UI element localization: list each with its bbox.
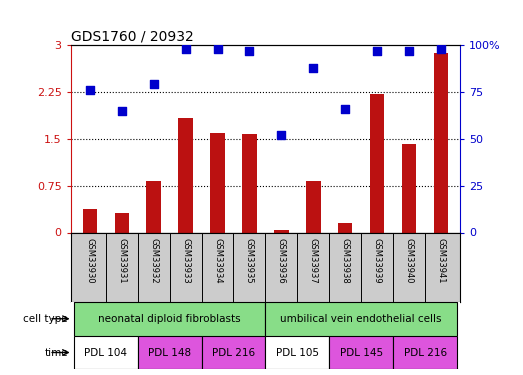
Bar bbox=[434, 53, 448, 232]
Point bbox=[150, 81, 158, 87]
Text: GSM33940: GSM33940 bbox=[405, 238, 414, 284]
Text: GDS1760 / 20932: GDS1760 / 20932 bbox=[71, 29, 194, 43]
Point bbox=[277, 132, 286, 138]
Text: time: time bbox=[44, 348, 68, 357]
Point bbox=[213, 46, 222, 52]
Bar bbox=[146, 181, 161, 232]
Bar bbox=[74, 302, 266, 336]
Text: GSM33933: GSM33933 bbox=[181, 238, 190, 284]
Text: PDL 145: PDL 145 bbox=[339, 348, 383, 357]
Text: GSM33938: GSM33938 bbox=[341, 238, 350, 284]
Text: GSM33932: GSM33932 bbox=[149, 238, 158, 284]
Bar bbox=[242, 134, 257, 232]
Point bbox=[405, 48, 413, 54]
Bar bbox=[201, 336, 266, 369]
Bar bbox=[393, 336, 457, 369]
Point bbox=[86, 87, 94, 93]
Text: neonatal diploid fibroblasts: neonatal diploid fibroblasts bbox=[98, 314, 241, 324]
Text: GSM33936: GSM33936 bbox=[277, 238, 286, 284]
Bar bbox=[306, 181, 321, 232]
Text: GSM33941: GSM33941 bbox=[437, 238, 446, 284]
Text: PDL 216: PDL 216 bbox=[212, 348, 255, 357]
Text: GSM33930: GSM33930 bbox=[85, 238, 94, 284]
Bar bbox=[266, 336, 329, 369]
Bar bbox=[402, 144, 416, 232]
Text: GSM33939: GSM33939 bbox=[373, 238, 382, 284]
Bar bbox=[266, 302, 457, 336]
Bar bbox=[274, 230, 289, 232]
Bar bbox=[83, 209, 97, 232]
Text: GSM33935: GSM33935 bbox=[245, 238, 254, 284]
Text: cell type: cell type bbox=[24, 314, 68, 324]
Text: GSM33934: GSM33934 bbox=[213, 238, 222, 284]
Point bbox=[118, 108, 126, 114]
Bar bbox=[210, 132, 225, 232]
Point bbox=[341, 106, 349, 112]
Point bbox=[309, 64, 317, 70]
Text: GSM33931: GSM33931 bbox=[117, 238, 126, 284]
Bar bbox=[115, 213, 129, 232]
Text: PDL 216: PDL 216 bbox=[404, 348, 447, 357]
Point bbox=[373, 48, 381, 54]
Point bbox=[245, 48, 254, 54]
Bar bbox=[178, 118, 193, 232]
Bar bbox=[370, 94, 384, 232]
Text: GSM33937: GSM33937 bbox=[309, 238, 318, 284]
Bar bbox=[329, 336, 393, 369]
Bar bbox=[138, 336, 201, 369]
Text: PDL 148: PDL 148 bbox=[148, 348, 191, 357]
Point bbox=[181, 46, 190, 52]
Text: umbilical vein endothelial cells: umbilical vein endothelial cells bbox=[280, 314, 442, 324]
Point bbox=[437, 46, 445, 52]
Bar bbox=[74, 336, 138, 369]
Text: PDL 104: PDL 104 bbox=[84, 348, 127, 357]
Bar bbox=[338, 222, 353, 232]
Text: PDL 105: PDL 105 bbox=[276, 348, 319, 357]
